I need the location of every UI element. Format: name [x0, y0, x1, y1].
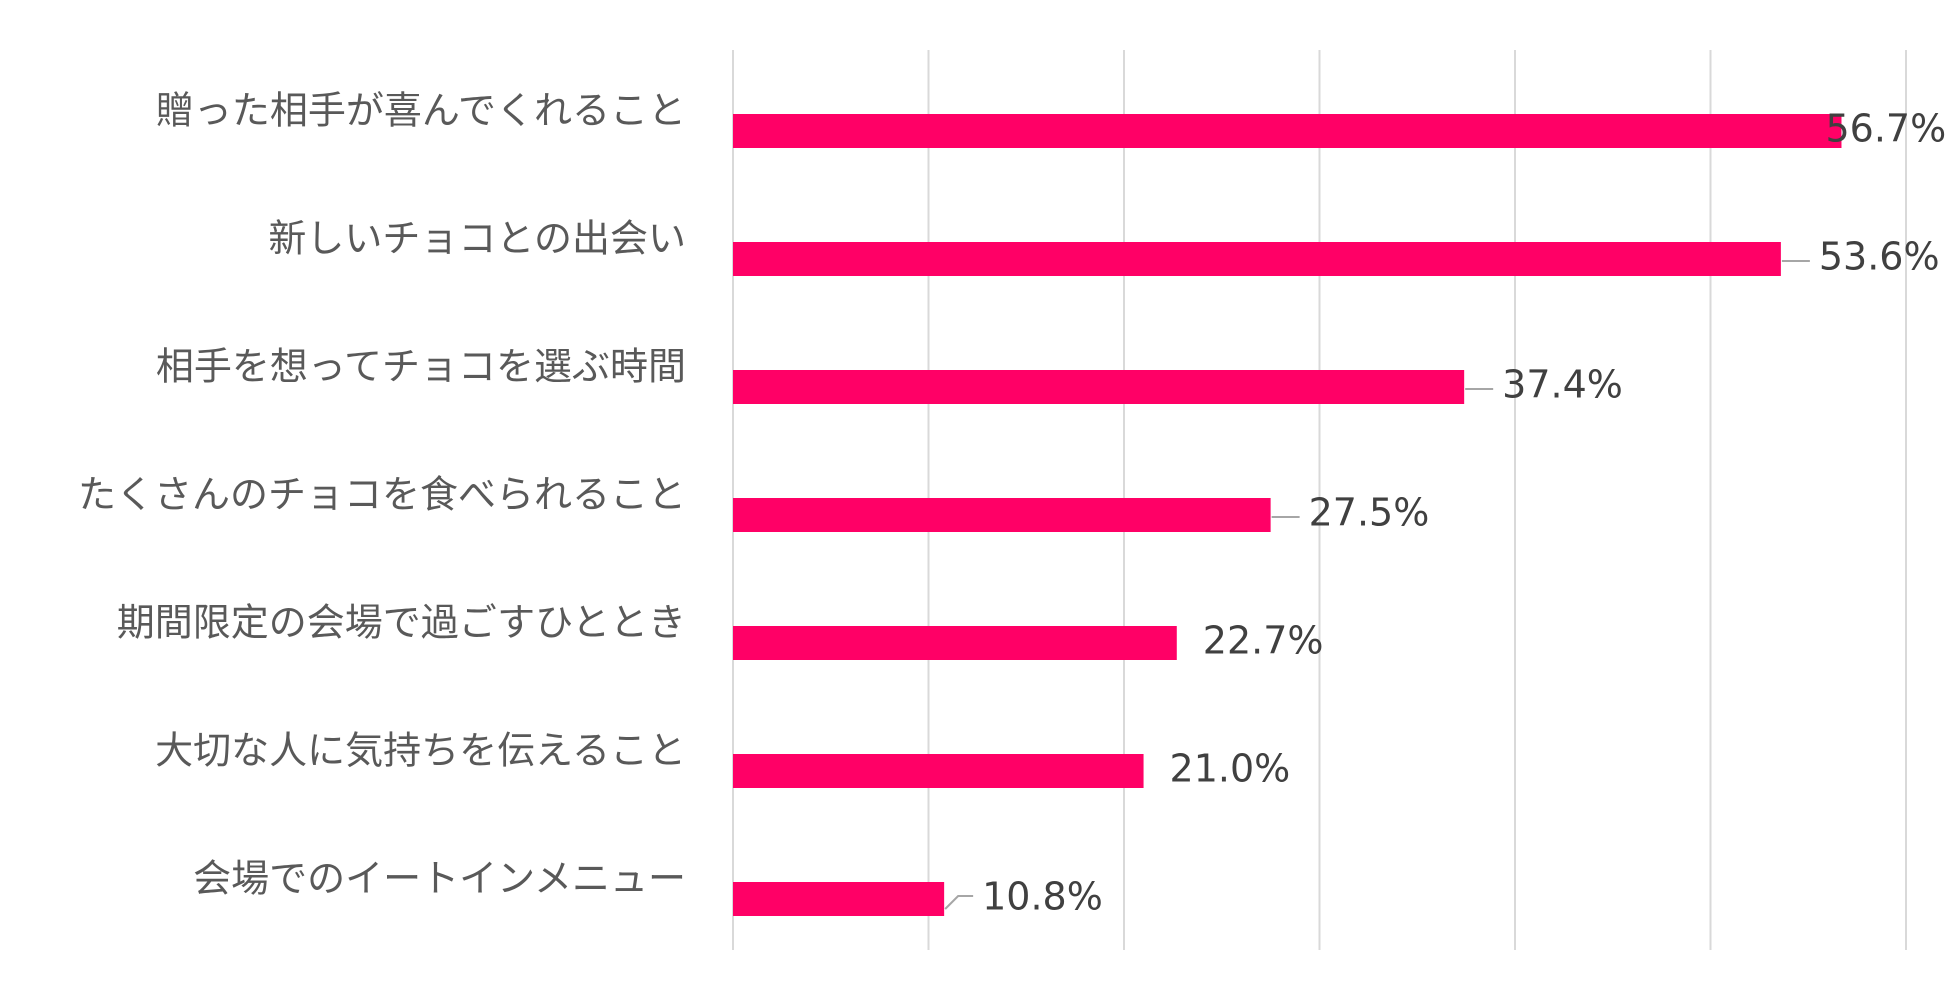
bar	[733, 882, 945, 916]
value-labels: 56.7% 53.6% 37.4% 27.5% 22.7% 21.0% 10.8%	[982, 107, 1946, 919]
bar	[733, 626, 1177, 660]
bar	[733, 754, 1144, 788]
bar	[733, 242, 1781, 276]
leader-line	[944, 895, 974, 910]
value-label: 37.4%	[1502, 363, 1623, 407]
category-label: たくさんのチョコを食べられること	[78, 473, 686, 517]
value-label: 10.8%	[982, 875, 1103, 919]
leader-lines	[944, 260, 1810, 910]
category-label: 期間限定の会場で過ごすひととき	[117, 601, 686, 645]
value-label: 53.6%	[1819, 235, 1940, 279]
value-label: 22.7%	[1203, 619, 1324, 663]
value-label: 56.7%	[1825, 107, 1946, 151]
category-labels: 贈った相手が喜んでくれること新しいチョコとの出会い相手を想ってチョコを選ぶ時間た…	[78, 89, 686, 901]
category-label: 相手を想ってチョコを選ぶ時間	[156, 345, 686, 389]
bar	[733, 114, 1842, 148]
category-label: 新しいチョコとの出会い	[268, 217, 686, 261]
value-label: 27.5%	[1309, 491, 1430, 535]
category-label: 会場でのイートインメニュー	[193, 857, 686, 901]
value-label: 21.0%	[1170, 747, 1291, 791]
bar	[733, 498, 1271, 532]
bars	[733, 114, 1842, 916]
bar	[733, 370, 1465, 404]
category-label: 大切な人に気持ちを伝えること	[155, 729, 686, 773]
category-label: 贈った相手が喜んでくれること	[156, 89, 686, 133]
